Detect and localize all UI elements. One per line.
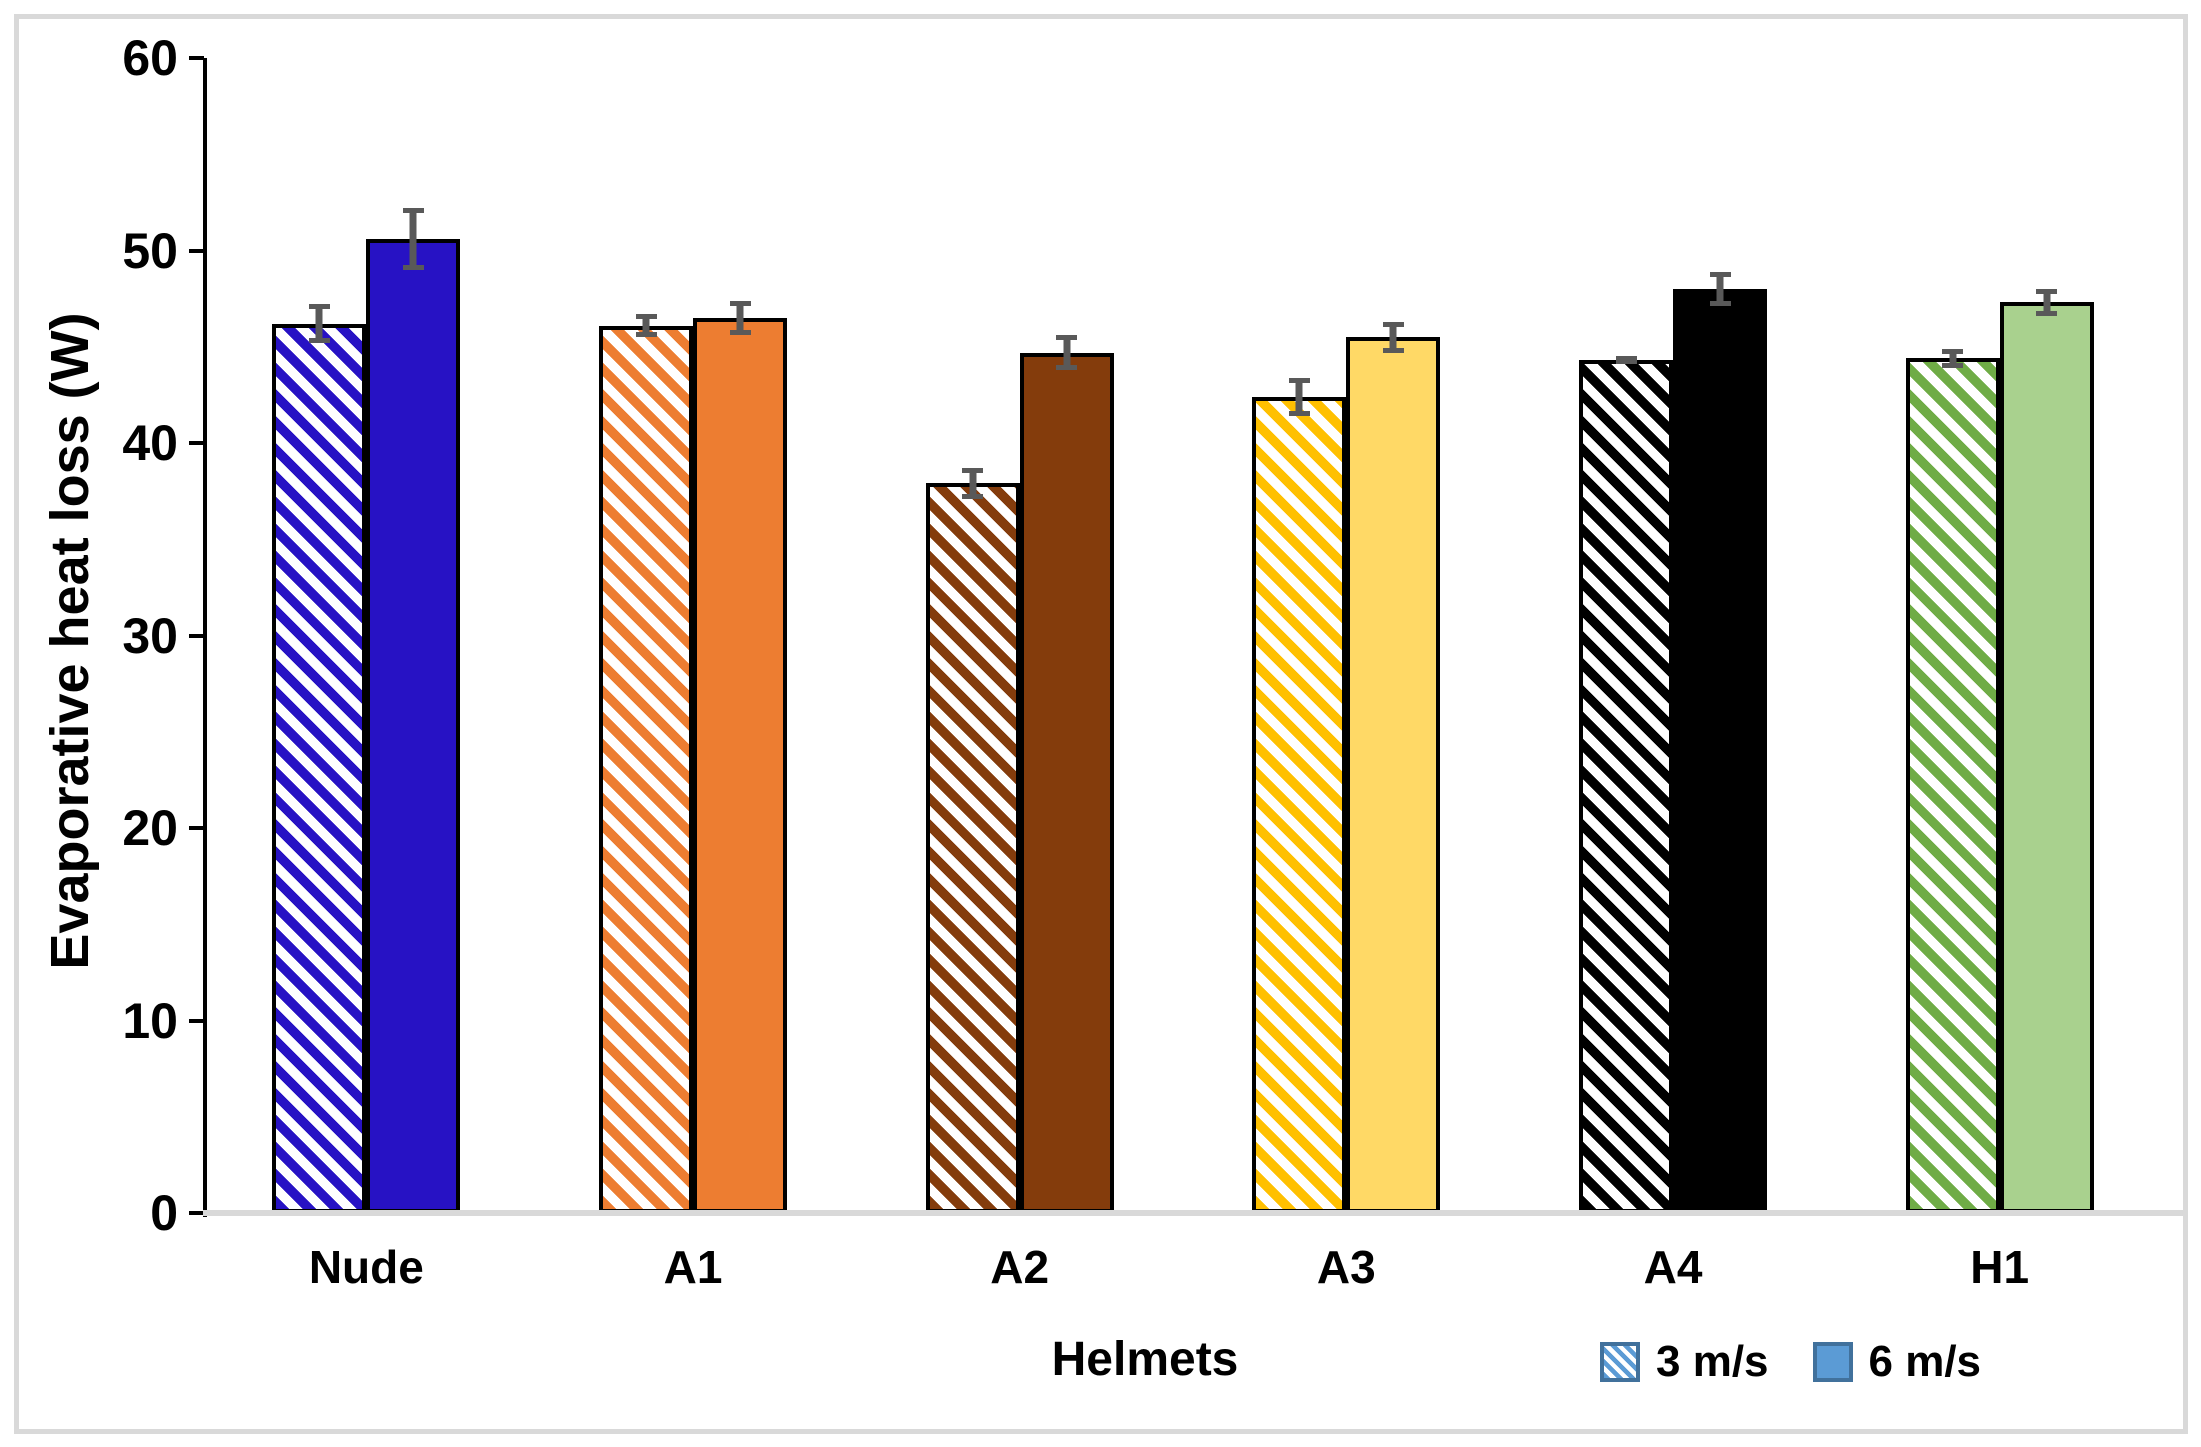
category-label-a2: A2: [990, 1241, 1050, 1293]
category-label-nude: Nude: [308, 1241, 424, 1293]
error-bar-cap-top: [962, 468, 984, 474]
error-bar-stem: [315, 304, 323, 343]
error-bar-cap-bottom: [1942, 362, 1964, 368]
chart-legend: 3 m/s 6 m/s: [1600, 1338, 1981, 1386]
error-bar-cap-bottom: [1382, 347, 1404, 353]
error-bar-cap-top: [729, 300, 751, 306]
error-bar-cap-bottom: [402, 264, 424, 270]
error-bar: [402, 208, 424, 270]
bar-a1-6ms: [693, 317, 787, 1213]
error-bar-cap-top: [308, 304, 330, 310]
error-bar-stem: [2043, 289, 2051, 316]
bar-h1-3ms: [1905, 358, 2000, 1213]
error-bar-stem: [1295, 377, 1303, 417]
y-tick-label: 50: [122, 222, 178, 279]
error-bar-stem: [1949, 348, 1957, 368]
x-axis-baseline: [203, 1210, 2186, 1216]
legend-label: 6 m/s: [1868, 1337, 1982, 1386]
error-bar: [1056, 335, 1078, 370]
bar-nude-3ms: [272, 323, 367, 1213]
error-bar-stem: [969, 468, 977, 499]
x-axis-title: Helmets: [1051, 1333, 1239, 1386]
y-tick-label: 60: [122, 30, 178, 86]
error-bar-cap-bottom: [1288, 411, 1310, 417]
error-bar-cap-bottom: [1056, 364, 1078, 370]
y-tick-label: 40: [122, 415, 178, 471]
category-label-a4: A4: [1643, 1241, 1703, 1293]
legend-item-6ms: 6 m/s: [1812, 1337, 1982, 1386]
error-bar: [308, 304, 330, 343]
y-axis-line: [203, 58, 207, 1217]
error-bar: [962, 468, 984, 499]
y-tick-mark: [189, 826, 204, 830]
error-bar-cap-top: [635, 314, 657, 320]
legend-swatch-solid: [1812, 1342, 1853, 1382]
error-bar-stem: [1389, 321, 1397, 353]
error-bar-stem: [1063, 335, 1071, 370]
bar-a1-3ms: [599, 325, 693, 1213]
error-bar-cap-top: [1382, 321, 1404, 327]
legend-swatch-hatched: [1600, 1342, 1640, 1382]
error-bar-cap-top: [2036, 289, 2058, 295]
bar-a4-3ms: [1579, 360, 1673, 1213]
bar-a3-3ms: [1252, 396, 1347, 1213]
y-tick-label: 30: [122, 607, 178, 664]
category-label-a3: A3: [1316, 1241, 1376, 1293]
error-bar-cap-top: [402, 208, 424, 214]
bar-a3-6ms: [1346, 337, 1441, 1213]
y-tick-label: 20: [122, 800, 178, 856]
error-bar-cap-top: [1942, 348, 1964, 354]
y-tick-label: 10: [122, 992, 178, 1049]
bar-h1-6ms: [1999, 302, 2094, 1213]
bar-a4-6ms: [1673, 289, 1767, 1213]
error-bar-cap-top: [1615, 356, 1637, 362]
error-bar-cap-bottom: [1709, 301, 1731, 307]
y-tick-label: 0: [150, 1185, 178, 1241]
error-bar-cap-bottom: [1615, 359, 1637, 365]
legend-item-3ms: 3 m/s: [1600, 1338, 1769, 1386]
error-bar: [2036, 289, 2058, 316]
error-bar-cap-top: [1709, 271, 1731, 277]
y-tick-mark: [189, 633, 204, 638]
error-bar: [1709, 271, 1731, 307]
error-bar-cap-bottom: [635, 332, 657, 338]
category-label-h1: H1: [1970, 1241, 2030, 1293]
error-bar-stem: [1716, 271, 1724, 307]
error-bar-stem: [736, 300, 744, 336]
y-tick-mark: [189, 441, 204, 445]
plot-area: [203, 58, 2163, 1213]
y-tick-mark: [189, 56, 204, 60]
error-bar-cap-bottom: [308, 337, 330, 343]
bar-a2-6ms: [1019, 352, 1114, 1213]
error-bar: [1942, 348, 1964, 368]
legend-label: 3 m/s: [1656, 1337, 1769, 1386]
error-bar-stem: [642, 314, 650, 338]
bar-a2-3ms: [925, 483, 1020, 1213]
error-bar-cap-top: [1288, 377, 1310, 383]
error-bar: [635, 314, 657, 338]
error-bar-cap-bottom: [729, 330, 751, 336]
error-bar: [1382, 321, 1404, 353]
error-bar: [729, 300, 751, 336]
category-label-a1: A1: [663, 1241, 723, 1293]
error-bar-stem: [409, 208, 417, 270]
error-bar-cap-bottom: [962, 493, 984, 499]
error-bar-cap-bottom: [2036, 310, 2058, 316]
error-bar-cap-top: [1056, 335, 1078, 341]
y-tick-mark: [189, 1018, 204, 1023]
error-bar: [1615, 356, 1637, 365]
y-tick-mark: [189, 248, 204, 253]
error-bar: [1288, 377, 1310, 417]
bar-nude-6ms: [366, 238, 461, 1213]
y-tick-mark: [189, 1211, 204, 1215]
